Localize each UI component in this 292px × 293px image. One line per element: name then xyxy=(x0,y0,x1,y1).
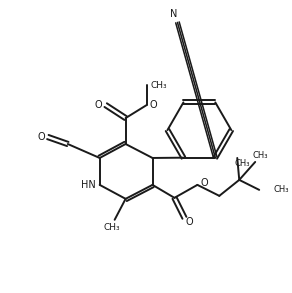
Text: O: O xyxy=(150,100,157,110)
Text: O: O xyxy=(95,100,102,110)
Text: CH₃: CH₃ xyxy=(103,223,120,232)
Text: HN: HN xyxy=(81,180,96,190)
Text: CH₃: CH₃ xyxy=(253,151,268,161)
Text: O: O xyxy=(201,178,208,188)
Text: N: N xyxy=(170,9,177,19)
Text: CH₃: CH₃ xyxy=(234,159,250,168)
Text: CH₃: CH₃ xyxy=(273,185,289,194)
Text: O: O xyxy=(37,132,45,142)
Text: CH₃: CH₃ xyxy=(150,81,167,90)
Text: O: O xyxy=(186,217,193,227)
